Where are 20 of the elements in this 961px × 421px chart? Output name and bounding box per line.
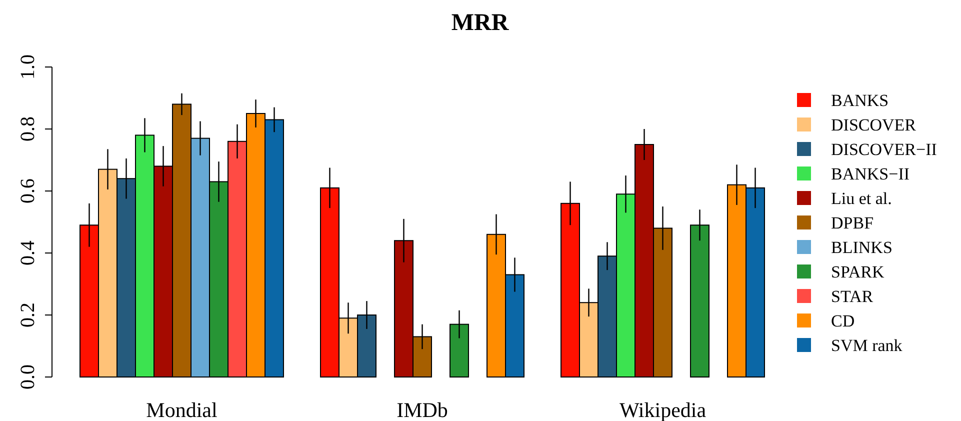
y-tick-label: 0.8: [17, 116, 39, 142]
y-tick-label: 0.6: [17, 178, 39, 204]
y-tick-label: 0.4: [17, 240, 39, 266]
legend-label: CD: [831, 312, 855, 330]
y-tick-label: 0.0: [17, 364, 39, 390]
y-tick-label: 0.2: [17, 302, 39, 328]
legend-label: BANKS−II: [831, 164, 910, 184]
legend-label: SVM rank: [831, 336, 903, 355]
x-tick-label: IMDb: [396, 398, 448, 421]
x-tick-label: Mondial: [146, 398, 218, 421]
y-tick-label: 1.0: [17, 54, 39, 80]
legend-label: BANKS: [831, 91, 889, 110]
legend-label: STAR: [831, 287, 874, 306]
legend-label: DISCOVER−II: [831, 140, 938, 159]
legend-label: SPARK: [831, 262, 885, 282]
legend-label: DISCOVER: [831, 116, 917, 134]
legend-label: Liu et al.: [831, 189, 892, 208]
legend-label: DPBF: [831, 214, 874, 232]
chart-title: MRR: [451, 10, 510, 36]
legend-label: BLINKS: [831, 238, 892, 257]
